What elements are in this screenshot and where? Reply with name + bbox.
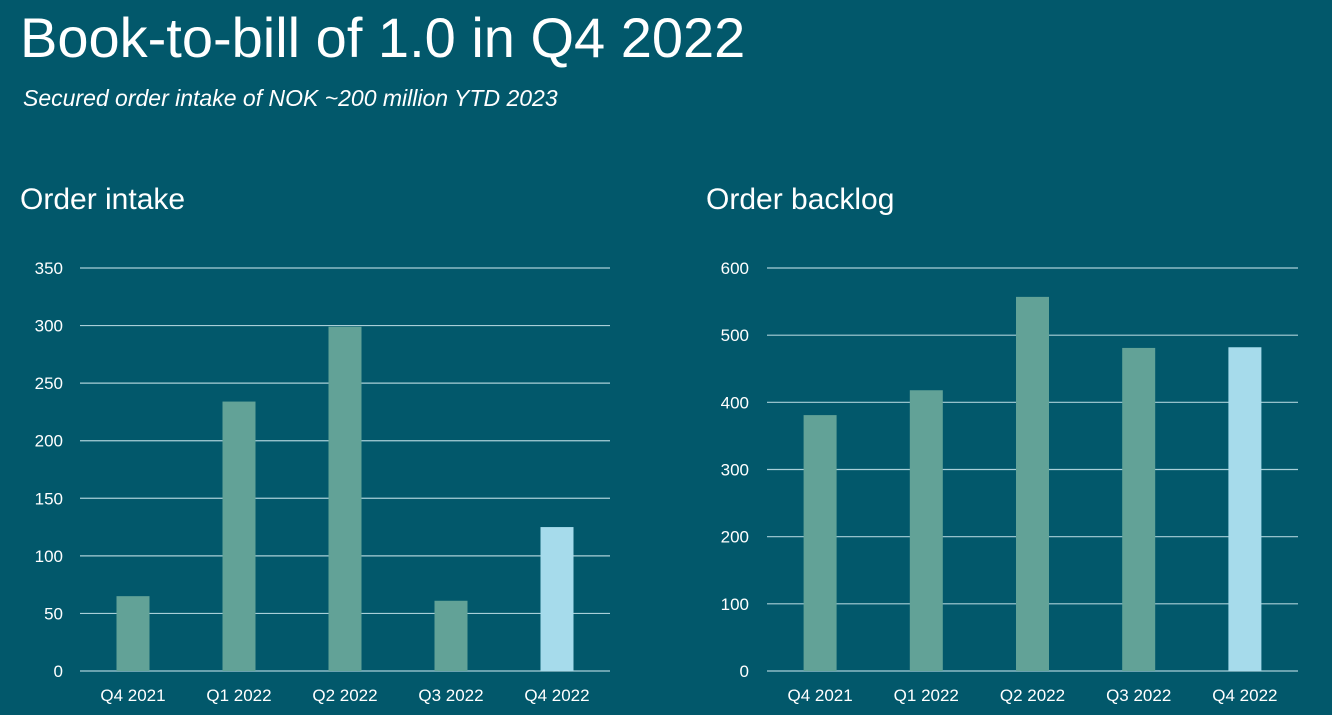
y-tick-label: 300 xyxy=(721,461,749,480)
bar xyxy=(116,596,150,671)
y-tick-label: 0 xyxy=(740,662,749,681)
x-tick-label: Q2 2022 xyxy=(1000,686,1065,705)
y-tick-label: 600 xyxy=(721,259,749,278)
bar xyxy=(328,326,362,671)
page-title: Book-to-bill of 1.0 in Q4 2022 xyxy=(20,6,746,69)
x-tick-label: Q3 2022 xyxy=(418,686,483,705)
x-tick-label: Q1 2022 xyxy=(894,686,959,705)
y-tick-label: 200 xyxy=(721,528,749,547)
y-tick-label: 0 xyxy=(54,662,63,681)
x-tick-label: Q3 2022 xyxy=(1106,686,1171,705)
bar xyxy=(909,390,943,671)
bar xyxy=(222,401,256,671)
bar xyxy=(803,415,837,671)
page-subtitle: Secured order intake of NOK ~200 million… xyxy=(23,85,558,111)
x-tick-label: Q1 2022 xyxy=(206,686,271,705)
bar xyxy=(1228,347,1262,671)
y-tick-label: 400 xyxy=(721,393,749,412)
order-intake-chart: 0 50 100 150 200 250 300 350 Q4 2021 Q1 2022 Q2 20… xyxy=(35,259,610,705)
y-tick-label: 100 xyxy=(721,595,749,614)
x-tick-label: Q4 2022 xyxy=(1212,686,1277,705)
y-tick-label: 500 xyxy=(721,326,749,345)
y-tick-label: 300 xyxy=(35,317,63,336)
bar xyxy=(1122,347,1156,671)
bar xyxy=(434,600,468,671)
y-tick-label: 150 xyxy=(35,489,63,508)
bar xyxy=(540,527,574,671)
x-tick-label: Q4 2021 xyxy=(787,686,852,705)
x-tick-label: Q4 2022 xyxy=(524,686,589,705)
order-intake-chart-title: Order intake xyxy=(20,183,186,216)
bar xyxy=(1016,296,1049,671)
x-tick-label: Q4 2021 xyxy=(100,686,165,705)
y-tick-label: 250 xyxy=(35,374,63,393)
order-backlog-chart-title: Order backlog xyxy=(706,183,895,216)
y-tick-label: 100 xyxy=(35,547,63,566)
y-tick-label: 50 xyxy=(44,604,63,623)
x-tick-label: Q2 2022 xyxy=(312,686,377,705)
y-tick-label: 350 xyxy=(35,259,63,278)
y-tick-label: 200 xyxy=(35,432,63,451)
